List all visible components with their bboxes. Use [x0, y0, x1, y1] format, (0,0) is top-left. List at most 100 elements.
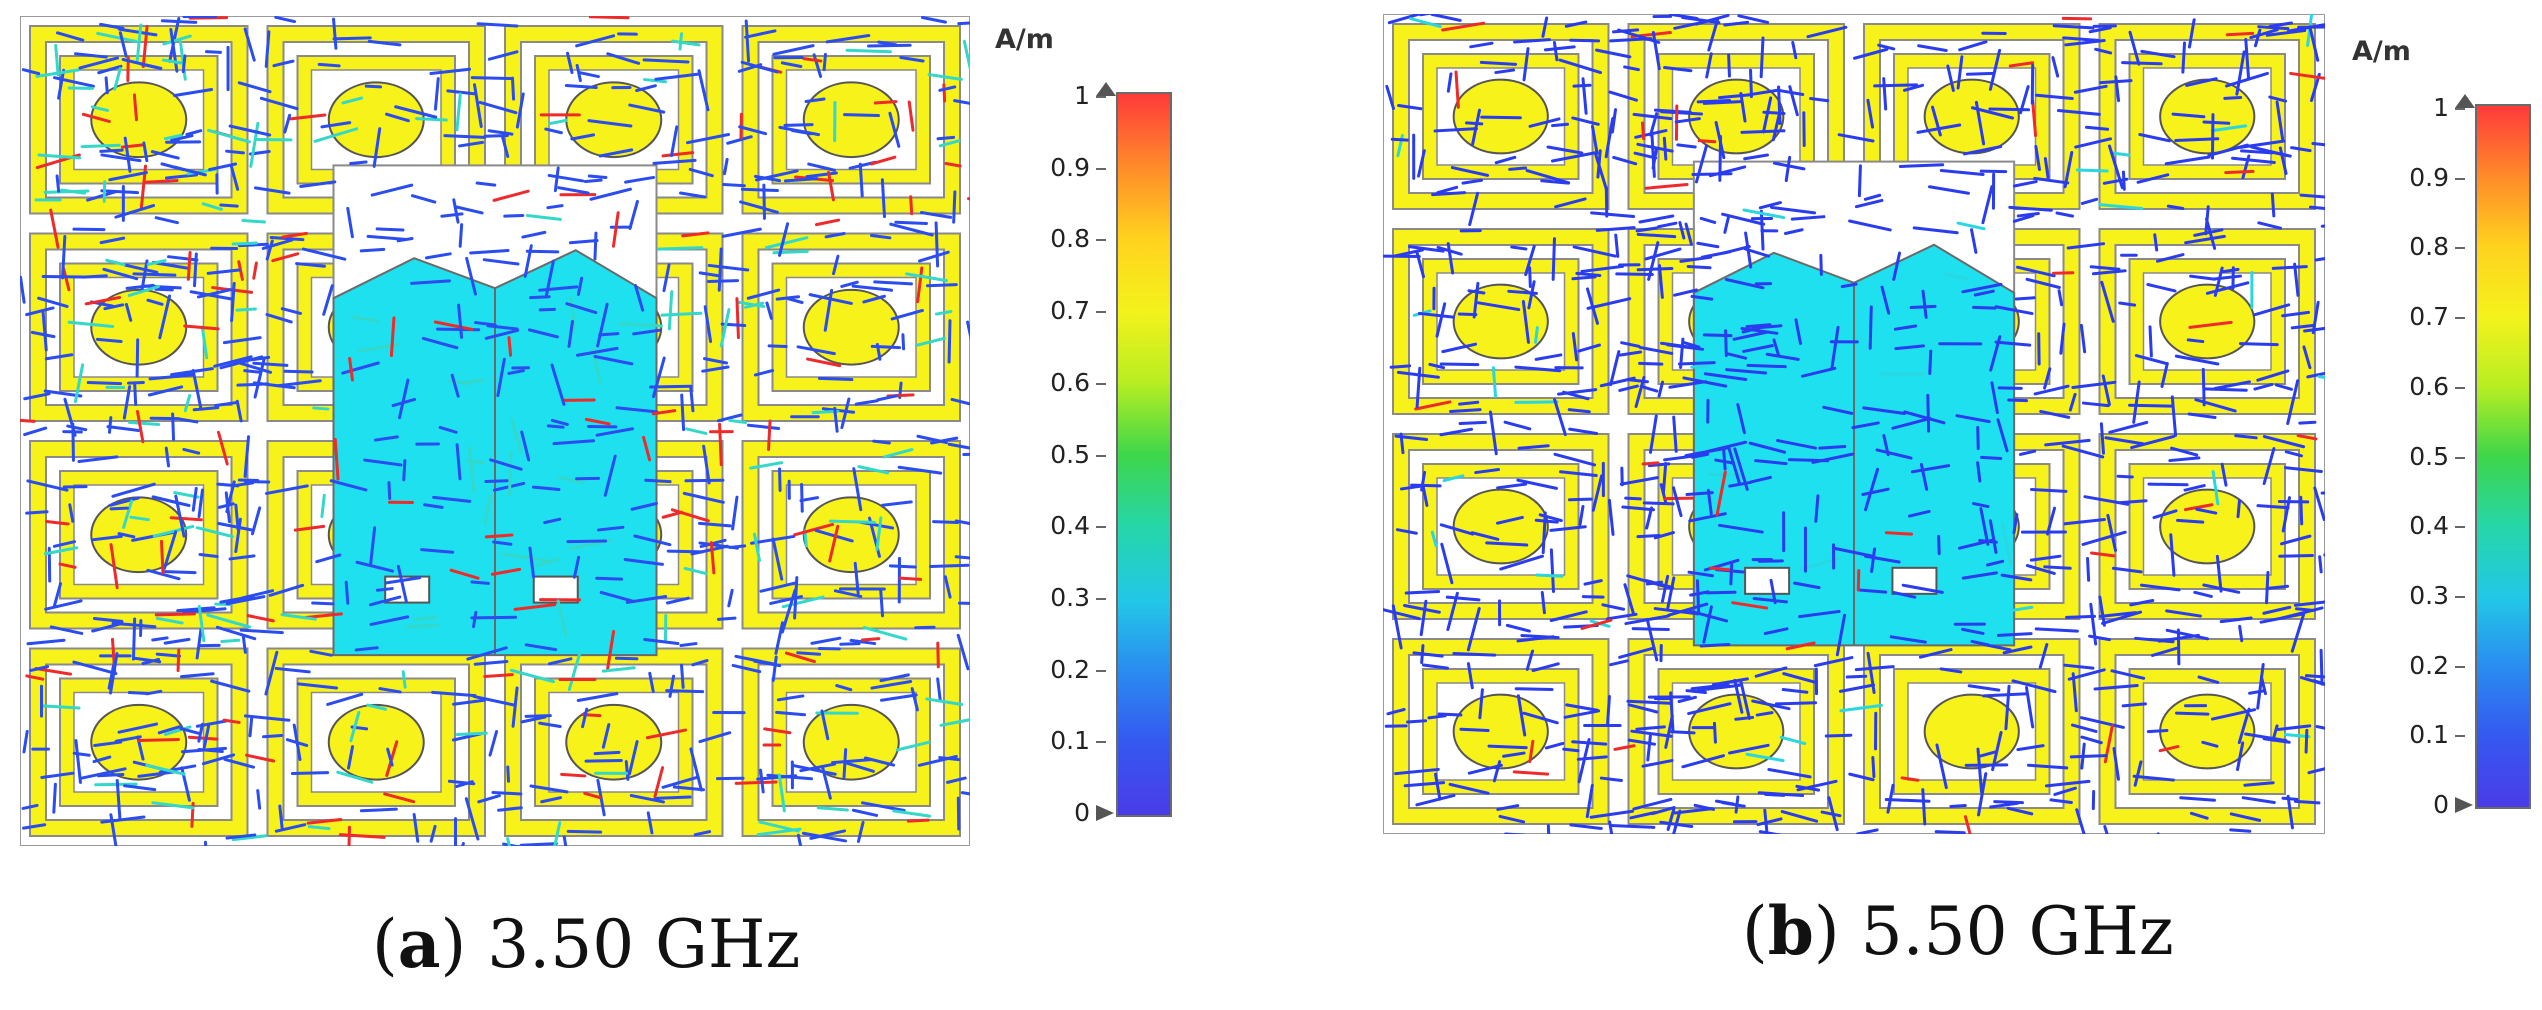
current-vector-b — [1783, 228, 1804, 236]
current-vector-b — [1546, 824, 1551, 834]
current-vector-b — [1790, 215, 1826, 221]
current-vector-a — [113, 67, 122, 91]
current-vector-a — [245, 753, 276, 763]
current-vector-a — [26, 638, 66, 646]
current-vector-b — [1854, 198, 1884, 209]
current-vector-a — [470, 615, 518, 620]
current-vector-b — [1745, 323, 1772, 329]
current-vector-a — [898, 576, 923, 581]
current-vector-b — [2146, 728, 2169, 734]
current-vector-b — [1723, 20, 1750, 27]
current-vector-a — [472, 610, 478, 629]
current-vector-a — [670, 39, 701, 47]
current-vector-a — [454, 205, 484, 215]
current-vector-b — [2136, 173, 2170, 184]
current-vector-b — [1580, 618, 1613, 630]
current-vector-b — [2043, 157, 2050, 179]
current-vector-b — [1707, 18, 1720, 52]
colorbar-tick-mark-b — [2455, 456, 2465, 459]
current-vector-b — [2238, 342, 2279, 347]
current-vector-b — [1590, 211, 1636, 218]
current-vector-b — [1965, 71, 1996, 76]
current-vector-a — [783, 177, 819, 183]
current-vector-b — [1756, 817, 1783, 827]
current-vector-a — [601, 666, 636, 673]
current-vector-b — [1714, 799, 1735, 806]
current-vector-b — [2055, 211, 2075, 218]
current-vector-b — [2265, 570, 2270, 605]
current-vector-b — [1673, 807, 1714, 815]
current-vector-a — [681, 231, 710, 238]
current-vector-b — [2299, 193, 2325, 199]
current-vector-b — [1458, 400, 1480, 406]
current-vector-a — [688, 167, 714, 178]
current-vector-a — [925, 283, 958, 288]
current-vector-a — [123, 136, 132, 173]
current-vector-a — [831, 758, 873, 765]
current-vector-a — [709, 541, 716, 575]
current-vector-b — [2194, 398, 2237, 413]
current-vector-a — [396, 564, 408, 604]
current-vector-a — [41, 310, 48, 352]
current-vector-a — [767, 419, 772, 451]
current-vector-b — [2281, 496, 2291, 533]
current-vector-b — [2075, 808, 2086, 834]
current-vector-a — [525, 249, 560, 254]
current-vector-b — [2237, 707, 2251, 744]
current-vector-b — [1632, 112, 1673, 121]
current-vector-b — [1514, 400, 1559, 404]
current-vector-a — [490, 567, 522, 576]
circular-patch-b — [1452, 488, 1549, 565]
current-vector-b — [2025, 277, 2061, 289]
current-vector-b — [1550, 151, 1596, 163]
current-vector-b — [1514, 365, 1562, 373]
current-vector-b — [1780, 810, 1819, 823]
current-vector-b — [2189, 274, 2217, 281]
current-vector-a — [347, 745, 355, 770]
current-vector-b — [1762, 96, 1773, 134]
current-vector-a — [863, 756, 896, 767]
current-vector-b — [1813, 656, 1854, 668]
current-vector-b — [1934, 830, 1966, 834]
current-vector-b — [2112, 747, 2120, 781]
colorbar-tick-mark-b — [2455, 526, 2465, 529]
current-vector-a — [875, 516, 883, 552]
current-vector-b — [1541, 511, 1547, 555]
current-vector-b — [2311, 300, 2320, 335]
current-vector-b — [1564, 20, 1588, 28]
metamaterial-cell-b — [2098, 23, 2316, 210]
current-vector-a — [483, 494, 492, 526]
current-vector-b — [1864, 467, 1880, 512]
current-vector-a — [53, 76, 95, 88]
current-vector-a — [665, 689, 705, 694]
current-vector-a — [72, 227, 106, 232]
current-vector-b — [1577, 343, 1601, 353]
current-vector-b — [1399, 484, 1426, 491]
current-vector-a — [956, 633, 970, 671]
current-vector-a — [679, 642, 698, 648]
current-vector-b — [1415, 250, 1426, 279]
current-vector-b — [1708, 566, 1734, 572]
current-vector-a — [527, 328, 559, 339]
current-vector-a — [60, 188, 87, 195]
current-vector-a — [566, 51, 574, 74]
current-vector-b — [1900, 776, 1920, 782]
current-vector-b — [1577, 738, 1591, 784]
current-vector-a — [458, 140, 485, 148]
current-vector-b — [2049, 798, 2073, 805]
current-vector-b — [1527, 280, 1536, 310]
current-vector-a — [814, 218, 841, 227]
current-vector-b — [1770, 205, 1817, 215]
current-vector-a — [394, 105, 438, 119]
current-vector-a — [311, 601, 335, 606]
current-vector-b — [1499, 554, 1545, 571]
current-vector-b — [2244, 37, 2251, 81]
current-vector-a — [135, 409, 145, 444]
current-vector-a — [121, 57, 159, 70]
current-vector-a — [918, 250, 950, 263]
current-vector-b — [2304, 728, 2309, 754]
current-vector-a — [583, 178, 603, 184]
current-vector-b — [1957, 538, 1996, 550]
current-vector-a — [150, 150, 180, 160]
current-vector-b — [2001, 522, 2013, 567]
